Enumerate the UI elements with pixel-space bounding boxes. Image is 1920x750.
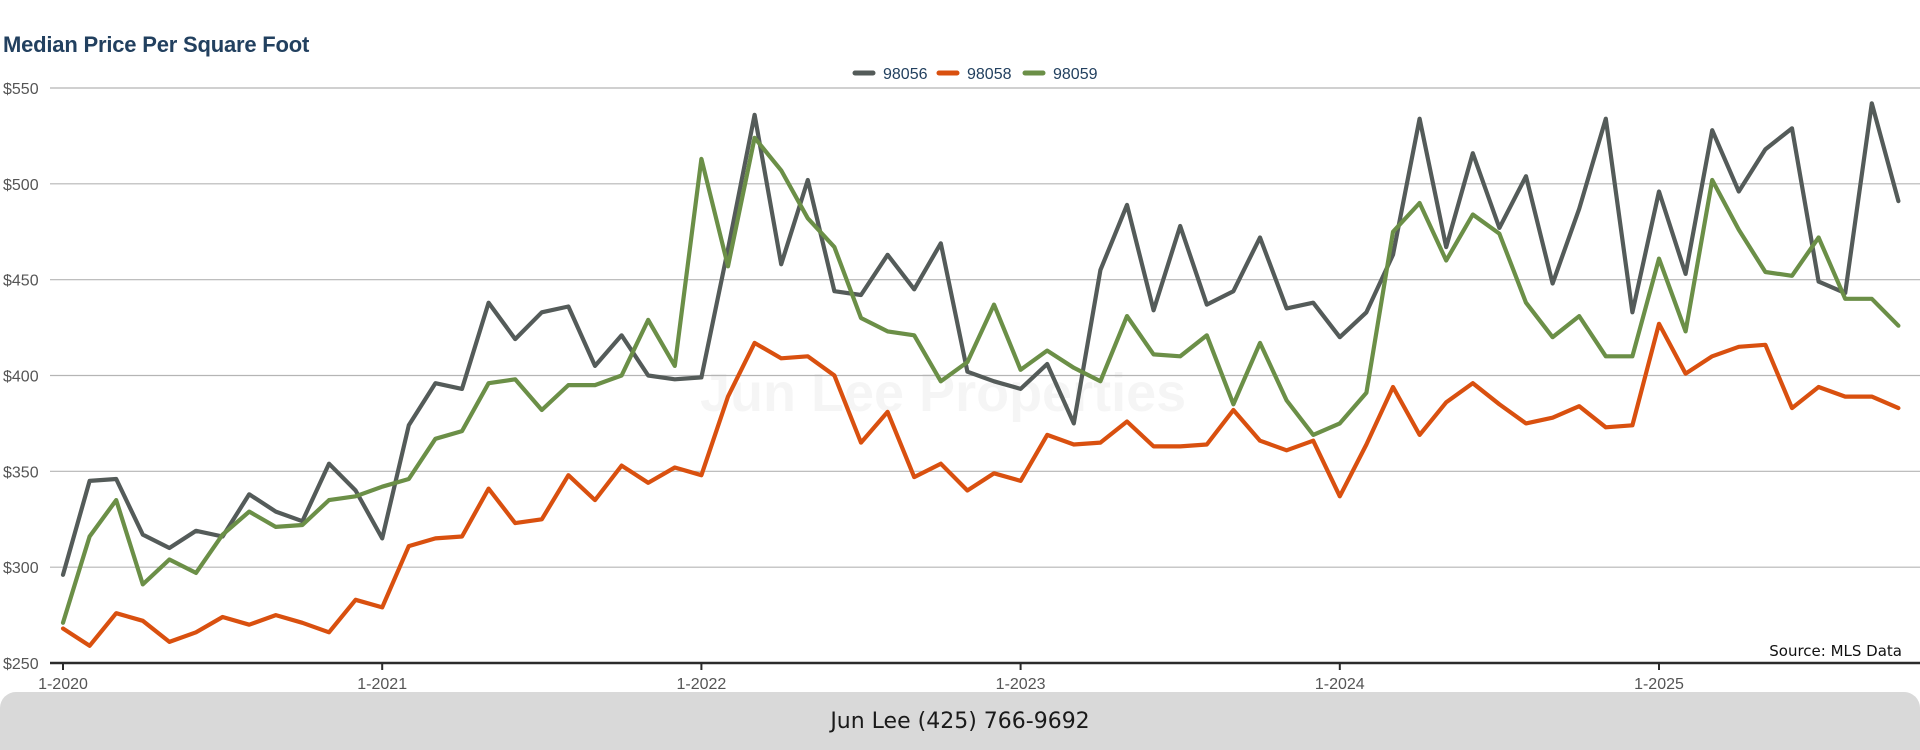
footer-bar: Jun Lee (425) 766-9692 xyxy=(0,692,1920,750)
x-tick-label: 1-2022 xyxy=(676,676,726,692)
chart-title: Median Price Per Square Foot xyxy=(3,32,310,57)
x-tick-label: 1-2021 xyxy=(357,676,407,692)
line-chart: $250 $300 $350 $400 $450 $500 $550 1-2020 1-2021… xyxy=(3,66,1920,692)
series-line-98058 xyxy=(60,321,1901,648)
y-tick-label: $550 xyxy=(3,81,39,98)
footer-contact: Jun Lee (425) 766-9692 xyxy=(830,708,1090,734)
legend-label: 98059 xyxy=(1053,66,1098,83)
y-tick-label: $250 xyxy=(3,656,39,673)
legend-label: 98058 xyxy=(967,66,1012,83)
x-tick-label: 1-2025 xyxy=(1634,676,1684,692)
x-tick-label: 1-2020 xyxy=(38,676,88,692)
series-line-98059 xyxy=(60,135,1901,625)
y-tick-label: $500 xyxy=(3,177,39,194)
series-line-98056 xyxy=(60,101,1901,577)
y-tick-label: $450 xyxy=(3,273,39,290)
x-tick-label: 1-2023 xyxy=(996,676,1046,692)
y-tick-label: $400 xyxy=(3,369,39,386)
y-tick-label: $300 xyxy=(3,560,39,577)
legend-label: 98056 xyxy=(883,66,928,83)
y-tick-label: $350 xyxy=(3,464,39,481)
x-tick-label: 1-2024 xyxy=(1315,676,1365,692)
source-note: Source: MLS Data xyxy=(1769,642,1902,660)
